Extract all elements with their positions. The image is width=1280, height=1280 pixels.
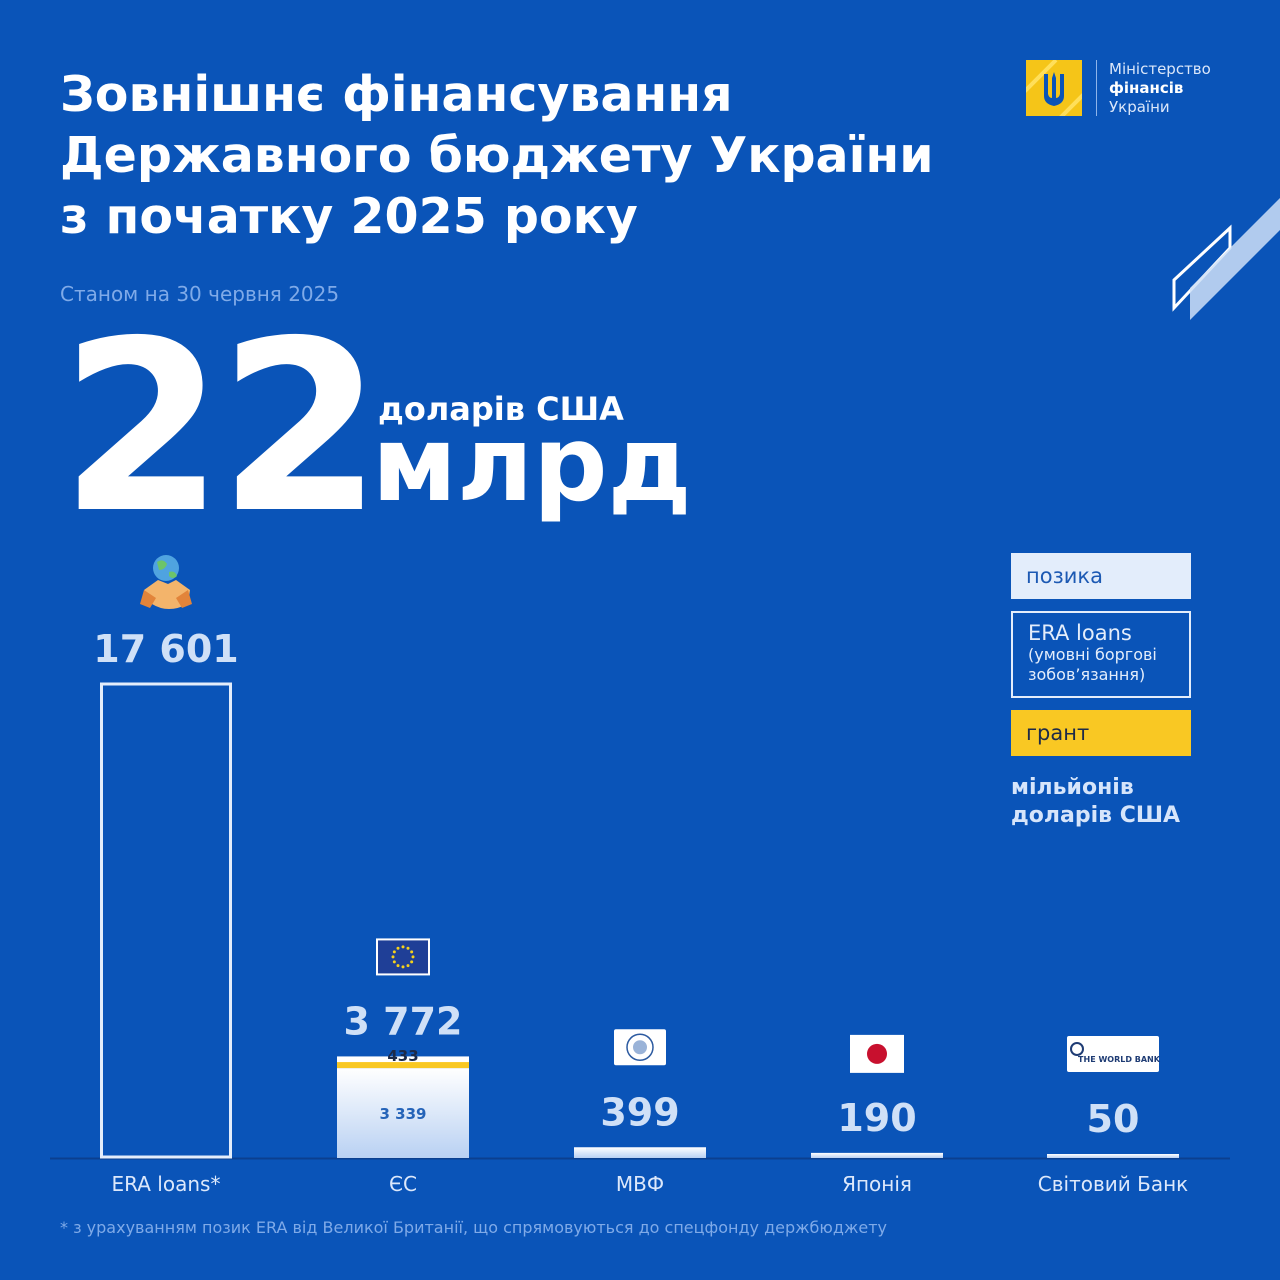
bar-total-label: 50 (1087, 1097, 1140, 1141)
bar-era-loans (100, 682, 232, 1159)
legend-unit: мільйонів доларів США (1011, 775, 1181, 828)
legend-era-label: ERA loans (1028, 621, 1132, 645)
category-label: ЄС (389, 1172, 417, 1196)
handshake-globe-icon (140, 555, 192, 609)
as-of-date: Станом на 30 червня 2025 (60, 282, 340, 306)
logo-line-3: України (1109, 98, 1170, 116)
world-bank-logo-icon (1067, 1036, 1159, 1072)
bar-chart: 17 601 ERA loans* 3 339 433 3 772 ЄС 399 МВФ 190… (50, 555, 1230, 1196)
title-line-1: Зовнішнє фінансування (60, 66, 733, 123)
legend-grant: грант (1011, 710, 1191, 756)
total-number: 22 (60, 290, 382, 565)
bar-loan-segment (574, 1147, 706, 1158)
category-label: МВФ (616, 1172, 664, 1196)
world-bank-globe (1070, 1042, 1084, 1056)
bar-loan-segment (337, 1068, 469, 1158)
bar-total-label: 190 (837, 1096, 916, 1140)
bar-loan-label: 3 339 (380, 1105, 427, 1123)
decorative-stripes (1172, 198, 1280, 320)
category-label: Світовий Банк (1038, 1172, 1188, 1196)
title-line-3: з початку 2025 року (60, 188, 638, 245)
legend: позика ERA loans (умовні боргові зобов’я… (1011, 553, 1191, 830)
legend-loan: позика (1011, 553, 1191, 599)
trident-icon (1026, 60, 1082, 116)
eu-flag-icon (378, 940, 428, 974)
legend-era-sublabel: (умовні боргові зобов’язання) (1028, 645, 1157, 684)
bar-grant-label: 433 (387, 1047, 418, 1065)
bar-total-label: 17 601 (93, 627, 238, 671)
total-unit-scale: млрд (372, 403, 692, 525)
page-title: Зовнішнє фінансування Державного бюджету… (60, 64, 934, 247)
title-line-2: Державного бюджету України (60, 127, 934, 184)
category-label: Японія (842, 1172, 912, 1196)
total-unit-currency: доларів США (378, 390, 624, 428)
category-label: ERA loans* (112, 1172, 221, 1196)
logo-line-1: Міністерство (1109, 60, 1211, 78)
bar-grant-segment (337, 1062, 469, 1069)
logo-line-2: фінансів (1109, 79, 1184, 97)
bar-total-label: 3 772 (344, 999, 463, 1043)
japan-flag-sun (867, 1043, 887, 1064)
imf-logo-icon (626, 1033, 654, 1062)
ministry-logo: Міністерство фінансів України (1026, 60, 1246, 120)
bar-loan-segment (811, 1152, 943, 1158)
logo-text: Міністерство фінансів України (1109, 60, 1211, 117)
logo-divider (1096, 60, 1097, 116)
legend-era: ERA loans (умовні боргові зобов’язання) (1011, 611, 1191, 698)
bar-loan-segment (1047, 1154, 1179, 1158)
bar-total-label: 399 (600, 1090, 679, 1134)
footnote: * з урахуванням позик ERA від Великої Бр… (60, 1218, 887, 1237)
world-bank-logo-text: THE WORLD BANK (1078, 1055, 1161, 1064)
